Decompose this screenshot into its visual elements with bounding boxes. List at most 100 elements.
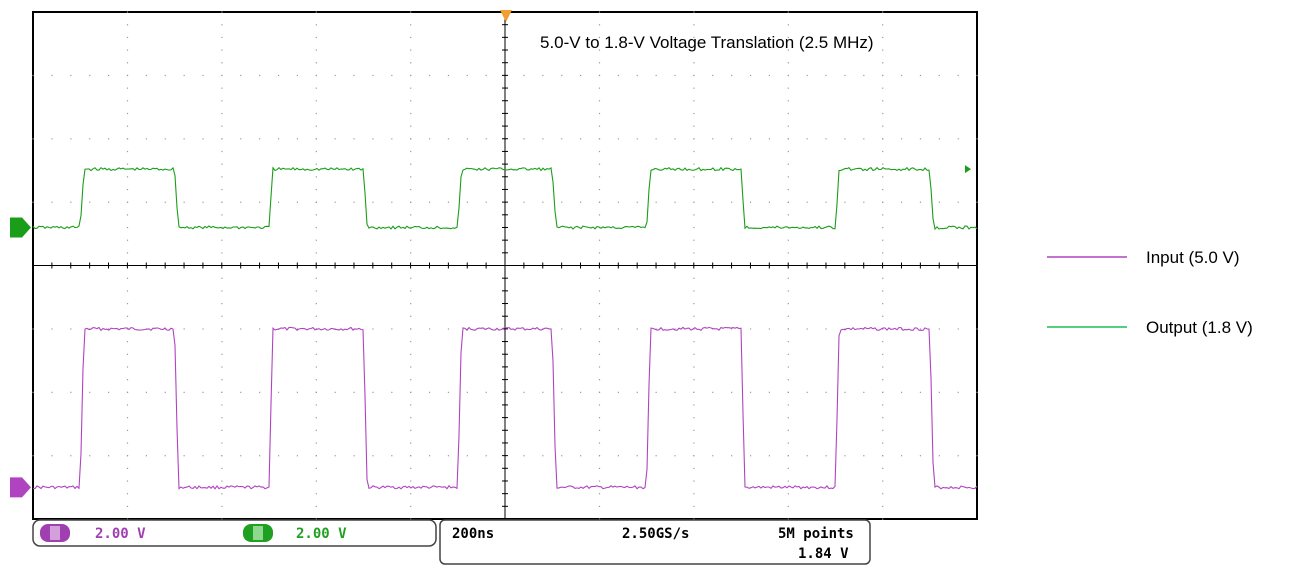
grid-dot <box>919 138 922 140</box>
grid-dot <box>485 138 487 140</box>
grid-dot <box>221 74 223 77</box>
traces <box>32 166 978 490</box>
grid-dot <box>315 163 317 165</box>
grid-dot <box>51 328 53 330</box>
trigger-level: 1.84 V <box>798 546 849 562</box>
grid-dot <box>32 455 34 457</box>
grid-dot <box>749 455 752 457</box>
grid-dot <box>598 455 601 457</box>
grid-dot <box>315 379 317 381</box>
grid-dot <box>636 74 638 77</box>
grid-dot <box>598 214 601 216</box>
grid-dot <box>202 201 204 203</box>
grid-dot <box>70 138 72 140</box>
grid-dot <box>221 315 223 317</box>
grid-dot <box>617 328 619 330</box>
grid-dot <box>334 138 336 140</box>
grid-dot <box>882 74 884 77</box>
grid-dot <box>561 391 563 393</box>
grid-dot <box>315 252 317 254</box>
grid-dot <box>882 391 884 393</box>
grid-dot <box>221 188 223 191</box>
grid-dot <box>315 404 317 406</box>
grid-dot <box>126 417 129 419</box>
grid-dot <box>882 112 884 115</box>
grid-dot <box>315 87 317 89</box>
grid-dot <box>183 138 185 140</box>
grid-dot <box>693 315 695 317</box>
grid-dot <box>126 404 129 406</box>
grid-dot <box>126 163 129 165</box>
grid-dot <box>221 24 223 26</box>
grid-dot <box>70 328 72 330</box>
grid-dot <box>315 315 317 317</box>
grid-dot <box>126 505 129 508</box>
grid-dot <box>145 455 147 457</box>
grid-dot <box>372 328 374 330</box>
grid-dot <box>598 493 601 495</box>
grid-dot <box>126 49 129 51</box>
grid-dot <box>693 505 695 508</box>
grid-dot <box>712 455 714 457</box>
grid-dot <box>410 518 412 520</box>
grid-dot <box>466 74 468 77</box>
grid-dot <box>126 24 129 26</box>
grid-dot <box>353 391 355 393</box>
grid-dot <box>391 201 393 203</box>
grid-dot <box>485 455 487 457</box>
grid-dot <box>844 201 846 203</box>
grid-dot <box>410 442 412 444</box>
grid-dot <box>334 201 336 203</box>
grid-dot <box>410 188 412 191</box>
grid-dot <box>598 341 601 343</box>
grid-dot <box>882 480 884 482</box>
grid-dot <box>787 341 789 343</box>
grid-dot <box>466 455 468 457</box>
grid-dot <box>674 328 676 330</box>
grid-dot <box>787 455 789 457</box>
grid-dot <box>315 24 317 26</box>
grid-dot <box>164 201 166 203</box>
grid-dot <box>164 391 166 393</box>
grid-dot <box>693 290 695 292</box>
grid-dot <box>900 455 903 457</box>
grid-dot <box>410 353 412 355</box>
record-length: 5M points <box>778 526 854 542</box>
grid-dot <box>636 455 638 457</box>
grid-dot <box>410 201 412 203</box>
grid-dot <box>787 379 789 381</box>
grid-dot <box>561 74 563 77</box>
grid-dot <box>693 353 695 355</box>
grid-dot <box>410 62 412 64</box>
grid-dot <box>410 404 412 406</box>
grid-dot <box>315 176 317 178</box>
grid-dot <box>410 341 412 343</box>
grid-dot <box>315 226 317 229</box>
grid-dot <box>693 379 695 381</box>
grid-dot <box>89 138 91 140</box>
grid-dot <box>731 74 733 77</box>
grid-dot <box>787 315 789 317</box>
grid-dot <box>598 328 601 330</box>
grid-dot <box>126 480 129 482</box>
grid-dot <box>410 480 412 482</box>
grid-dot <box>315 125 317 127</box>
grid-dot <box>70 201 72 203</box>
grid-dot <box>598 150 601 153</box>
grid-dot <box>580 74 582 77</box>
grid-dot <box>787 201 789 203</box>
grid-dot <box>787 505 789 508</box>
grid-dot <box>844 455 846 457</box>
grid-dot <box>598 138 601 140</box>
grid-dot <box>882 404 884 406</box>
grid-dot <box>598 252 601 254</box>
grid-dot <box>202 74 204 77</box>
grid-dot <box>882 125 884 127</box>
grid-dot <box>315 290 317 292</box>
grid-dot <box>410 214 412 216</box>
grid-dot <box>806 455 808 457</box>
grid-dot <box>580 201 582 203</box>
grid-dot <box>882 87 884 89</box>
grid-dot <box>447 201 450 203</box>
grid-dot <box>693 226 695 229</box>
